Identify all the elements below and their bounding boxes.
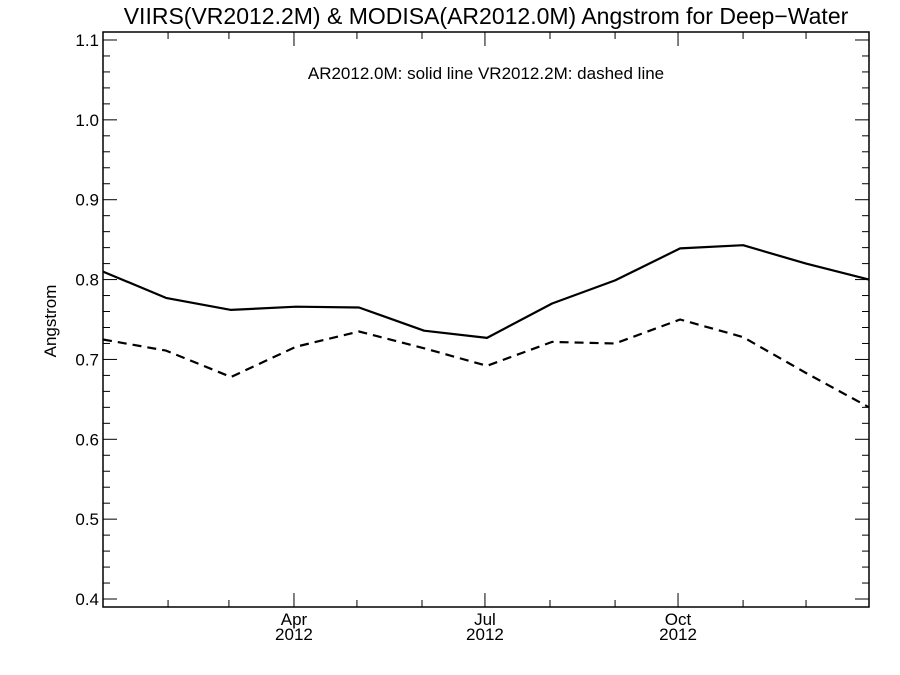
plot-frame [102, 31, 870, 608]
y-tick-label: 0.8 [75, 271, 99, 290]
chart-title: VIIRS(VR2012.2M) & MODISA(AR2012.0M) Ang… [124, 3, 849, 29]
y-tick-label: 0.9 [75, 191, 99, 210]
axis-ticks: 0.40.50.60.70.80.91.01.1Apr2012Jul2012Oc… [75, 31, 869, 644]
x-tick-label-year: 2012 [275, 625, 313, 644]
y-tick-label: 0.4 [75, 590, 99, 609]
legend-annotation: AR2012.0M: solid line VR2012.2M: dashed … [308, 64, 664, 83]
x-tick-label-year: 2012 [466, 625, 504, 644]
x-tick-label-month: Oct [665, 610, 692, 629]
y-tick-label: 1.1 [75, 31, 99, 50]
series-line-dashed [102, 318, 870, 409]
series-line-solid [102, 244, 870, 339]
y-axis-label: Angstrom [41, 285, 60, 358]
y-tick-label: 0.5 [75, 510, 99, 529]
y-tick-label: 0.7 [75, 350, 99, 369]
y-tick-label: 1.0 [75, 111, 99, 130]
x-tick-label-year: 2012 [659, 625, 697, 644]
x-tick-label-month: Jul [474, 610, 496, 629]
x-tick-label-month: Apr [281, 610, 308, 629]
y-tick-label: 0.6 [75, 430, 99, 449]
data-series [102, 244, 870, 409]
